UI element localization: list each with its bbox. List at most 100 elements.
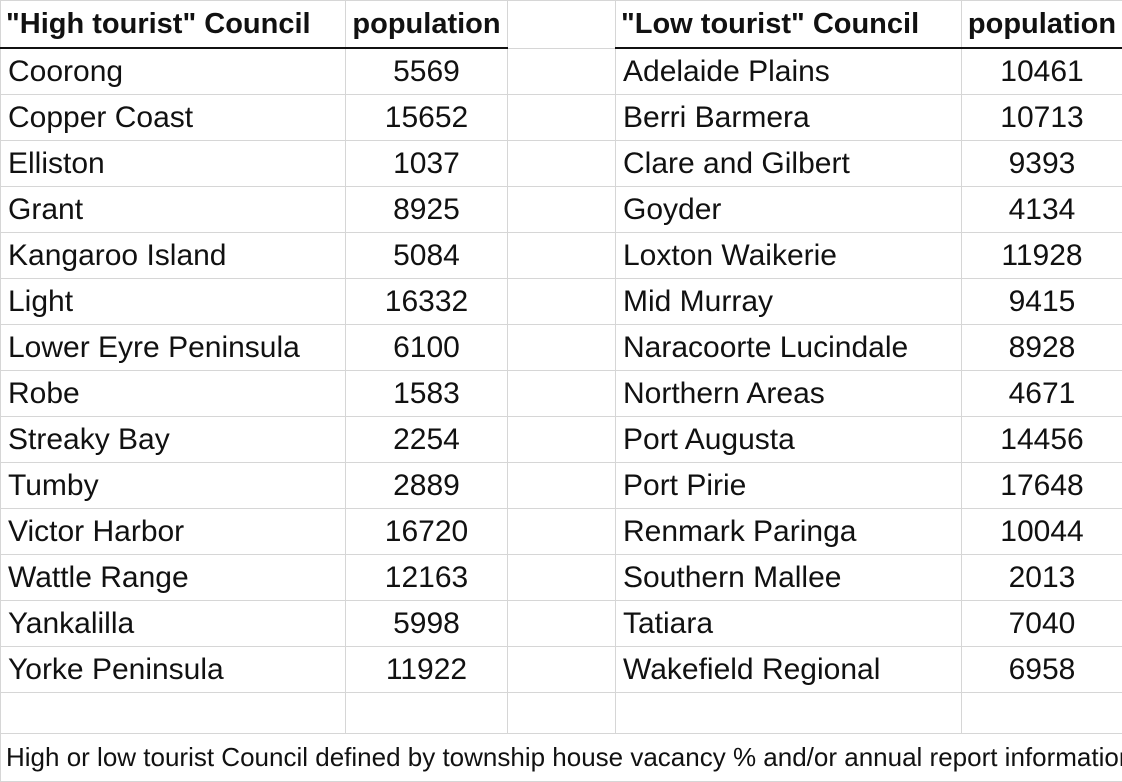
footnote-cell[interactable]: High or low tourist Council defined by t… (1, 734, 1122, 782)
spacer-cell[interactable] (508, 417, 616, 463)
high-council-population[interactable]: 5569 (346, 48, 508, 95)
high-council-population[interactable]: 16720 (346, 509, 508, 555)
low-council-name[interactable]: Goyder (616, 187, 962, 233)
high-council-name[interactable]: Yorke Peninsula (1, 647, 346, 693)
high-council-population[interactable]: 1583 (346, 371, 508, 417)
low-council-name[interactable]: Port Augusta (616, 417, 962, 463)
high-council-name[interactable]: Lower Eyre Peninsula (1, 325, 346, 371)
high-council-name[interactable]: Light (1, 279, 346, 325)
spacer-cell[interactable] (508, 509, 616, 555)
high-council-name[interactable]: Copper Coast (1, 95, 346, 141)
spacer-cell[interactable] (508, 279, 616, 325)
low-council-population[interactable]: 7040 (962, 601, 1122, 647)
low-council-population[interactable]: 17648 (962, 463, 1122, 509)
empty-cell[interactable] (962, 693, 1122, 734)
high-council-population[interactable]: 5084 (346, 233, 508, 279)
low-council-population[interactable]: 2013 (962, 555, 1122, 601)
high-council-name[interactable]: Robe (1, 371, 346, 417)
low-council-name[interactable]: Southern Mallee (616, 555, 962, 601)
high-council-name[interactable]: Grant (1, 187, 346, 233)
low-council-name[interactable]: Loxton Waikerie (616, 233, 962, 279)
low-council-population[interactable]: 4671 (962, 371, 1122, 417)
low-population-header[interactable]: population (962, 1, 1122, 49)
low-council-name[interactable]: Port Pirie (616, 463, 962, 509)
low-council-population[interactable]: 14456 (962, 417, 1122, 463)
low-council-population[interactable]: 10713 (962, 95, 1122, 141)
high-council-name[interactable]: Streaky Bay (1, 417, 346, 463)
high-population-header[interactable]: population (346, 1, 508, 49)
high-council-population[interactable]: 5998 (346, 601, 508, 647)
spacer-cell[interactable] (508, 187, 616, 233)
high-council-name[interactable]: Coorong (1, 48, 346, 95)
high-tourist-header[interactable]: "High tourist" Council (1, 1, 346, 49)
high-council-name[interactable]: Kangaroo Island (1, 233, 346, 279)
spacer-cell[interactable] (508, 463, 616, 509)
low-council-population[interactable]: 6958 (962, 647, 1122, 693)
high-council-population[interactable]: 2889 (346, 463, 508, 509)
high-council-name[interactable]: Victor Harbor (1, 509, 346, 555)
empty-row (1, 693, 1122, 734)
low-council-name[interactable]: Naracoorte Lucindale (616, 325, 962, 371)
low-council-population[interactable]: 9393 (962, 141, 1122, 187)
high-council-name[interactable]: Yankalilla (1, 601, 346, 647)
low-council-population[interactable]: 11928 (962, 233, 1122, 279)
spacer-cell[interactable] (508, 371, 616, 417)
low-council-population[interactable]: 10044 (962, 509, 1122, 555)
spacer-cell[interactable] (508, 141, 616, 187)
spacer-cell[interactable] (508, 555, 616, 601)
high-council-population[interactable]: 8925 (346, 187, 508, 233)
spacer-cell[interactable] (508, 325, 616, 371)
low-council-name[interactable]: Northern Areas (616, 371, 962, 417)
low-council-name[interactable]: Wakefield Regional (616, 647, 962, 693)
high-council-population[interactable]: 2254 (346, 417, 508, 463)
low-council-population[interactable]: 9415 (962, 279, 1122, 325)
spacer-cell[interactable] (508, 601, 616, 647)
low-council-name[interactable]: Mid Murray (616, 279, 962, 325)
spacer-cell[interactable] (508, 48, 616, 95)
high-council-population[interactable]: 6100 (346, 325, 508, 371)
footnote-row: High or low tourist Council defined by t… (1, 734, 1122, 782)
empty-cell[interactable] (346, 693, 508, 734)
spacer-cell[interactable] (508, 1, 616, 49)
high-council-name[interactable]: Elliston (1, 141, 346, 187)
high-council-population[interactable]: 16332 (346, 279, 508, 325)
low-council-name[interactable]: Renmark Paringa (616, 509, 962, 555)
spacer-cell[interactable] (508, 233, 616, 279)
low-council-name[interactable]: Adelaide Plains (616, 48, 962, 95)
high-council-population[interactable]: 12163 (346, 555, 508, 601)
high-council-population[interactable]: 15652 (346, 95, 508, 141)
empty-cell[interactable] (616, 693, 962, 734)
low-council-name[interactable]: Berri Barmera (616, 95, 962, 141)
empty-cell[interactable] (508, 693, 616, 734)
low-council-name[interactable]: Tatiara (616, 601, 962, 647)
low-council-population[interactable]: 4134 (962, 187, 1122, 233)
spacer-cell[interactable] (508, 647, 616, 693)
low-tourist-header[interactable]: "Low tourist" Council (616, 1, 962, 49)
low-council-population[interactable]: 8928 (962, 325, 1122, 371)
high-council-name[interactable]: Tumby (1, 463, 346, 509)
high-council-population[interactable]: 11922 (346, 647, 508, 693)
spreadsheet: "High tourist" Council population "Low t… (0, 0, 1122, 759)
high-council-name[interactable]: Wattle Range (1, 555, 346, 601)
low-council-population[interactable]: 10461 (962, 48, 1122, 95)
low-council-name[interactable]: Clare and Gilbert (616, 141, 962, 187)
high-council-population[interactable]: 1037 (346, 141, 508, 187)
empty-cell[interactable] (1, 693, 346, 734)
header-row: "High tourist" Council population "Low t… (1, 1, 1122, 49)
spacer-cell[interactable] (508, 95, 616, 141)
